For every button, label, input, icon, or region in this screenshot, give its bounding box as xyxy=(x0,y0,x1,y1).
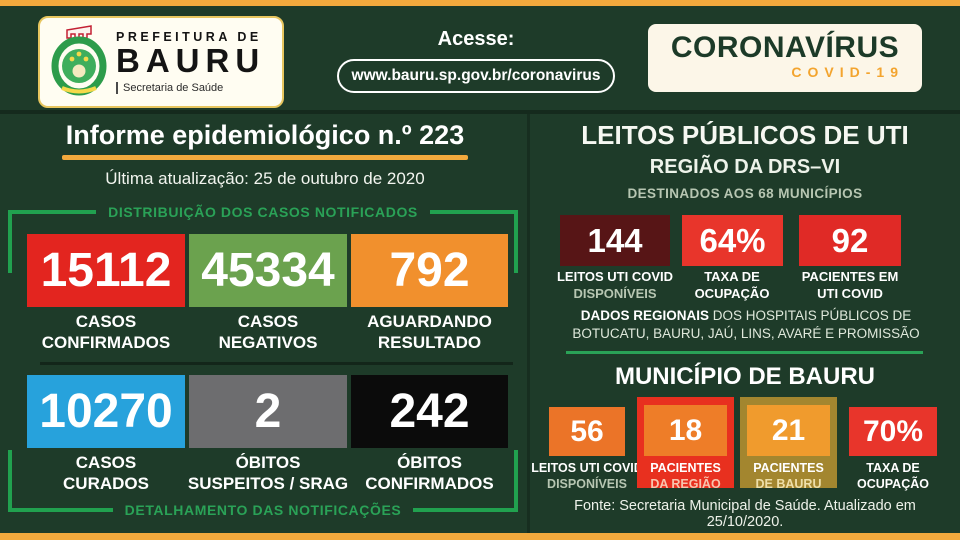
logo-dept-label: Secretaria de Saúde xyxy=(116,81,265,94)
section-line-left xyxy=(8,210,97,214)
label-line2: UTI COVID xyxy=(817,285,883,301)
section-line-right xyxy=(413,508,519,512)
bauru-patients-value: 21 xyxy=(747,405,830,456)
label-line2: CURADOS xyxy=(63,474,149,494)
note-line2: BOTUCATU, BAURU, JAÚ, LINS, AVARÉ E PROM… xyxy=(572,326,920,342)
label-line1: CASOS xyxy=(237,312,299,331)
bracket-bottom-right xyxy=(514,450,518,512)
region-patients-value: 18 xyxy=(644,405,727,456)
note-rest-part: DOS HOSPITAIS PÚBLICOS DE xyxy=(708,308,912,323)
label-line1: ÓBITOS xyxy=(235,453,301,472)
coronavirus-brand-badge: CORONAVÍRUS COVID-19 xyxy=(648,24,922,92)
label-line1: CASOS xyxy=(75,312,137,331)
header-divider xyxy=(0,110,960,114)
city-logo: PREFEITURA DE BAURU Secretaria de Saúde xyxy=(38,16,284,108)
label-line2: OCUPAÇÃO xyxy=(857,476,929,491)
label-line2: RESULTADO xyxy=(377,333,482,353)
municipality-title: MUNICÍPIO DE BAURU xyxy=(614,363,875,390)
label-line2: DISPONÍVEIS xyxy=(573,285,657,301)
stat-awaiting-result-label: AGUARDANDO RESULTADO xyxy=(331,311,528,354)
bracket-top-right xyxy=(514,211,518,273)
left-mid-divider xyxy=(40,362,513,365)
regional-data-note: DADOS REGIONAIS DOS HOSPITAIS PÚBLICOS D… xyxy=(540,307,952,343)
label-line1: ÓBITOS xyxy=(397,453,462,472)
stat-suspect-deaths-label: ÓBITOS SUSPEITOS / SRAG xyxy=(169,452,367,495)
label-line1: LEITOS UTI COVID xyxy=(556,269,674,284)
bracket-top-left xyxy=(8,211,12,273)
stat-awaiting-result-value: 792 xyxy=(351,234,508,307)
logo-text: PREFEITURA DE BAURU Secretaria de Saúde xyxy=(116,30,265,94)
label-line1: AGUARDANDO xyxy=(367,312,492,331)
report-title: Informe epidemiológico n.º 223 xyxy=(65,120,465,150)
stat-negative-cases-value: 45334 xyxy=(189,234,347,307)
city-occupancy-rate-label: TAXA DE OCUPAÇÃO xyxy=(835,461,951,492)
label-line2: DE BAURU xyxy=(755,476,822,491)
region-beds-available-value: 144 xyxy=(560,215,670,266)
section-detail-label: DETALHAMENTO DAS NOTIFICAÇÕES xyxy=(124,502,402,518)
column-divider xyxy=(527,114,530,533)
last-updated-text: Última atualização: 25 de outubro de 202… xyxy=(105,169,425,188)
access-block: Acesse: www.bauru.sp.gov.br/coronavirus xyxy=(322,28,630,93)
section-line-right xyxy=(429,210,518,214)
section-distribution-label: DISTRIBUIÇÃO DOS CASOS NOTIFICADOS xyxy=(108,204,418,220)
source-text: Fonte: Secretaria Municipal de Saúde. At… xyxy=(574,498,916,530)
label-line2: CONFIRMADOS xyxy=(365,474,494,494)
logo-prefeitura-label: PREFEITURA DE xyxy=(116,30,262,45)
label-line2: DISPONÍVEIS xyxy=(547,476,627,491)
municipalities-subtitle: DESTINADOS AOS 68 MUNICÍPIOS xyxy=(627,186,863,201)
icu-beds-title: LEITOS PÚBLICOS DE UTI xyxy=(581,120,909,150)
label-line2: CONFIRMADOS xyxy=(41,333,171,353)
label-line2: OCUPAÇÃO xyxy=(694,285,770,301)
region-patients-label: PACIENTES DA REGIÃO xyxy=(637,461,734,492)
coronavirus-url-link[interactable]: www.bauru.sp.gov.br/coronavirus xyxy=(336,59,616,93)
region-icu-patients-label: PACIENTES EM UTI COVID xyxy=(769,269,931,303)
city-beds-available-value: 56 xyxy=(549,407,625,456)
stat-confirmed-deaths-value: 242 xyxy=(351,375,508,448)
label-line1: TAXA DE xyxy=(704,269,760,284)
city-beds-available-label: LEITOS UTI COVID DISPONÍVEIS xyxy=(527,461,647,492)
label-line1: PACIENTES xyxy=(753,461,824,475)
label-line1: PACIENTES xyxy=(650,461,721,475)
stat-cured-cases-value: 10270 xyxy=(27,375,185,448)
city-occupancy-rate-value: 70% xyxy=(849,407,937,456)
section-header-detail: DETALHAMENTO DAS NOTIFICAÇÕES xyxy=(8,502,519,518)
label-line1: TAXA DE xyxy=(866,461,920,475)
bottom-accent-bar xyxy=(0,533,960,540)
bauru-patients-label: PACIENTES DE BAURU xyxy=(740,461,837,492)
brand-title: CORONAVÍRUS xyxy=(670,31,900,64)
region-beds-available-label: LEITOS UTI COVID DISPONÍVEIS xyxy=(535,269,695,303)
stat-negative-cases-label: CASOS NEGATIVOS xyxy=(169,311,367,354)
bracket-bottom-left xyxy=(8,450,12,512)
right-green-divider xyxy=(566,351,923,354)
stat-confirmed-cases-value: 15112 xyxy=(27,234,185,307)
label-line2: NEGATIVOS xyxy=(218,333,318,353)
top-accent-bar xyxy=(0,0,960,6)
label-line1: CASOS xyxy=(75,453,137,472)
region-occupancy-rate-label: TAXA DE OCUPAÇÃO xyxy=(662,269,802,303)
brand-subtitle: COVID-19 xyxy=(791,64,904,80)
note-bold-part: DADOS REGIONAIS xyxy=(580,308,709,323)
label-line2: DA REGIÃO xyxy=(650,476,721,491)
label-line1: PACIENTES EM xyxy=(801,269,899,284)
stat-confirmed-deaths-label: ÓBITOS CONFIRMADOS xyxy=(331,452,528,495)
access-label: Acesse: xyxy=(437,28,515,50)
section-line-left xyxy=(8,508,113,512)
drs-region-subtitle: REGIÃO DA DRS–VI xyxy=(649,156,841,178)
title-underline xyxy=(62,155,468,160)
stat-cured-cases-label: CASOS CURADOS xyxy=(7,452,205,495)
stat-confirmed-cases-label: CASOS CONFIRMADOS xyxy=(7,311,205,354)
section-header-distribution: DISTRIBUIÇÃO DOS CASOS NOTIFICADOS xyxy=(8,204,518,220)
label-line1: LEITOS UTI COVID xyxy=(531,461,643,475)
label-line2: SUSPEITOS / SRAG xyxy=(187,474,349,494)
bauru-coat-of-arms-icon xyxy=(50,24,108,101)
logo-city-label: BAURU xyxy=(116,42,266,80)
stat-suspect-deaths-value: 2 xyxy=(189,375,347,448)
region-occupancy-rate-value: 64% xyxy=(682,215,783,266)
region-icu-patients-value: 92 xyxy=(799,215,901,266)
